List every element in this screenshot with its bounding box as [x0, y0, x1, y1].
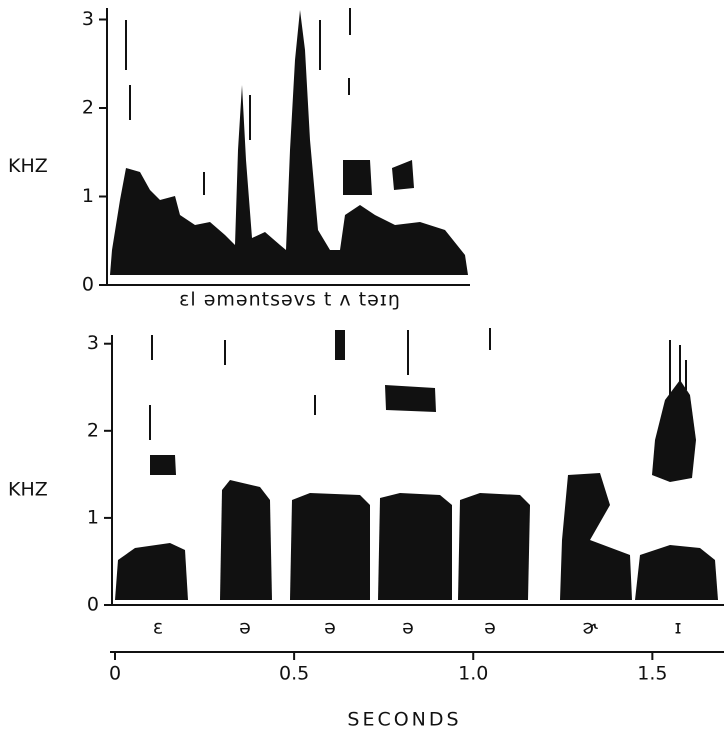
- y-tick-label: 3: [82, 8, 94, 30]
- x-tick-label: 1.5: [637, 663, 667, 685]
- x-axis-label: SECONDS: [347, 709, 461, 731]
- x-tick-label: 1.0: [458, 663, 488, 685]
- x-tick-label: 0: [109, 663, 121, 685]
- transcription: ɛl əməntsəvs t ʌ təɪŋ: [179, 289, 401, 311]
- segment-label: ɛ: [153, 617, 163, 639]
- y-axis-label: KHZ: [8, 155, 48, 177]
- spectrogram-bottom: [115, 328, 718, 600]
- y-axis-label: KHZ: [8, 479, 48, 501]
- segment-label: ə: [402, 617, 414, 639]
- segment-label: ɚ: [582, 617, 598, 639]
- y-tick-label: 0: [82, 274, 94, 296]
- y-tick-label: 1: [87, 506, 99, 528]
- y-tick-label: 3: [87, 332, 99, 354]
- segment-label: ə: [239, 617, 251, 639]
- y-tick-label: 2: [87, 419, 99, 441]
- x-tick-label: 0.5: [279, 663, 309, 685]
- segment-label: ə: [484, 617, 496, 639]
- segment-label: ɪ: [674, 617, 681, 639]
- y-tick-label: 1: [82, 185, 94, 207]
- segment-label: ə: [324, 617, 336, 639]
- y-tick-label: 0: [87, 594, 99, 616]
- spectrogram-top: [110, 8, 468, 275]
- y-tick-label: 2: [82, 97, 94, 119]
